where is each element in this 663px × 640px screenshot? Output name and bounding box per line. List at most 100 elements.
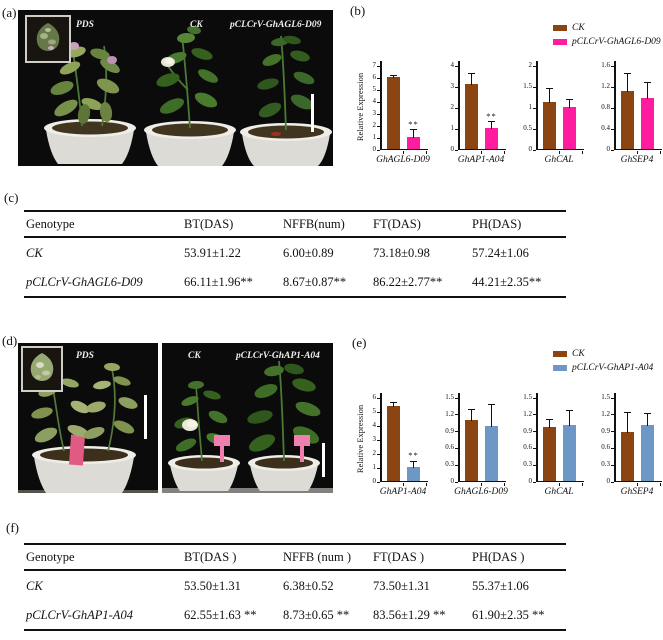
error-bar bbox=[549, 88, 551, 103]
bar-pCLCrV-GhAGL6-D09 bbox=[407, 137, 420, 149]
bar-CK bbox=[387, 77, 400, 149]
y-tick-mark bbox=[455, 481, 458, 483]
col-header-bt: BT(DAS) bbox=[182, 211, 281, 238]
x-axis-line bbox=[458, 148, 506, 150]
value-cell: 6.00±0.89 bbox=[283, 246, 334, 260]
y-tick-mark bbox=[455, 464, 458, 466]
y-tick-label: 1 bbox=[372, 463, 377, 471]
y-tick-label: 4 bbox=[450, 61, 455, 69]
y-tick-label: 1.6 bbox=[601, 61, 610, 69]
y-axis: 0 1 2 3 4 5 6 bbox=[365, 394, 380, 485]
y-tick-mark bbox=[611, 447, 614, 449]
error-bar-cap bbox=[546, 418, 553, 420]
bar-pCLCrV-GhAP1-A04 bbox=[485, 425, 498, 481]
y-axis-line bbox=[458, 393, 460, 482]
y-tick-mark bbox=[533, 414, 536, 416]
y-tick-mark bbox=[377, 65, 380, 67]
y-tick-label: 1.5 bbox=[523, 393, 532, 401]
value-cell: 62.55±1.63 ** bbox=[184, 608, 257, 622]
y-tick-label: 0.8 bbox=[601, 103, 610, 111]
y-tick-mark bbox=[455, 107, 458, 109]
legend-label-ck: CK bbox=[572, 349, 585, 359]
panel-b-label: (b) bbox=[350, 3, 366, 18]
chart-e-ghcal: 0 0.3 0.6 0.9 1.2 1.5 GhCAL bbox=[521, 393, 584, 502]
y-axis-line bbox=[614, 393, 616, 482]
x-tick-mark bbox=[480, 483, 482, 486]
y-tick-mark bbox=[611, 481, 614, 483]
bar-pCLCrV-GhAP1-A04 bbox=[407, 467, 420, 481]
y-tick-mark bbox=[611, 86, 614, 88]
x-tick-mark bbox=[402, 483, 404, 486]
error-bar bbox=[549, 419, 551, 429]
plant-treatment bbox=[257, 35, 315, 131]
bar-CK bbox=[543, 427, 556, 481]
bar-pCLCrV-GhAGL6-D09 bbox=[485, 128, 498, 149]
y-tick-mark bbox=[377, 411, 380, 413]
error-bar bbox=[647, 414, 649, 426]
y-tick-mark bbox=[533, 149, 536, 151]
y-tick-label: 0.9 bbox=[601, 426, 610, 435]
x-tick-mark bbox=[480, 151, 482, 154]
y-tick-mark bbox=[377, 453, 380, 455]
x-tick-mark bbox=[426, 483, 427, 486]
x-axis-line bbox=[536, 148, 584, 150]
chart-b-ghcal: 0 0.5 1 1.5 2 GhCAL bbox=[521, 61, 584, 170]
table-c-header-row: Genotype BT(DAS) NFFB(num) FT(DAS) PH(DA… bbox=[24, 211, 566, 238]
legend-label-treatment: pCLCrV-GhAP1-A04 bbox=[572, 363, 654, 373]
x-tick-mark bbox=[558, 483, 560, 486]
error-bar bbox=[413, 461, 415, 468]
pot bbox=[32, 446, 136, 493]
y-tick-mark bbox=[611, 414, 614, 416]
photo-panel-d-right: CK pCLCrV-GhAP1-A04 bbox=[162, 343, 333, 493]
legend-swatch-ck bbox=[553, 25, 567, 31]
y-axis: 0 1 2 3 4 bbox=[443, 61, 458, 153]
table-row: pCLCrV-GhAP1-A04 62.55±1.63 ** 8.73±0.65… bbox=[24, 600, 566, 630]
y-tick-mark bbox=[611, 464, 614, 466]
x-axis-gene-label: GhCAL bbox=[544, 487, 574, 497]
y-tick-label: 0 bbox=[528, 477, 533, 485]
y-tick-label: 0 bbox=[450, 145, 455, 153]
y-tick-label: 0 bbox=[372, 477, 377, 485]
cotton-plants-photo-d-pds bbox=[18, 343, 158, 493]
y-tick-mark bbox=[533, 464, 536, 466]
legend-swatch-treatment bbox=[553, 365, 567, 371]
x-axis-line bbox=[380, 148, 428, 150]
y-tick-mark bbox=[377, 89, 380, 91]
y-tick-mark bbox=[611, 128, 614, 130]
error-bar-cap bbox=[624, 72, 631, 74]
col-header-ph: PH(DAS ) bbox=[470, 544, 566, 571]
pot bbox=[168, 455, 240, 491]
bar-CK bbox=[465, 83, 478, 149]
y-tick-label: 4 bbox=[372, 421, 377, 429]
y-tick-label: 5 bbox=[372, 407, 377, 415]
y-tick-label: 0.9 bbox=[523, 426, 532, 435]
y-tick-mark bbox=[611, 107, 614, 109]
y-tick-mark bbox=[455, 397, 458, 399]
error-bar bbox=[569, 410, 571, 426]
y-axis-title: Relative Expression bbox=[354, 404, 365, 474]
photo-a-label-pds: PDS bbox=[76, 20, 94, 30]
plot-column: GhAGL6-D09 bbox=[454, 393, 508, 497]
y-tick-mark bbox=[533, 65, 536, 67]
error-bar-cap bbox=[546, 87, 553, 89]
error-bar bbox=[627, 73, 629, 93]
y-tick-mark bbox=[611, 149, 614, 151]
error-bar bbox=[647, 82, 649, 99]
x-tick-mark bbox=[636, 151, 638, 154]
value-cell: 8.73±0.65 ** bbox=[283, 608, 350, 622]
y-axis: 0 0.4 0.8 1.2 1.6 bbox=[599, 61, 614, 153]
y-tick-mark bbox=[455, 431, 458, 433]
x-axis-gene-label: GhSEP4 bbox=[620, 487, 654, 497]
x-axis-line bbox=[536, 480, 584, 482]
y-tick-label: 1.2 bbox=[445, 409, 454, 418]
genotype-cell: pCLCrV-GhAGL6-D09 bbox=[26, 275, 143, 289]
col-header-nffb: NFFB (num ) bbox=[281, 544, 371, 571]
pink-tag bbox=[214, 435, 230, 462]
bar-pCLCrV-GhAGL6-D09 bbox=[641, 97, 654, 149]
error-bar bbox=[491, 405, 493, 427]
plot-column: GhCAL bbox=[536, 61, 584, 165]
x-axis-gene-label: GhAP1-A04 bbox=[379, 487, 427, 497]
photo-panel-a: PDS CK pCLCrV-GhAGL6-D09 bbox=[18, 10, 333, 166]
y-tick-mark bbox=[377, 481, 380, 483]
pot bbox=[44, 119, 136, 164]
